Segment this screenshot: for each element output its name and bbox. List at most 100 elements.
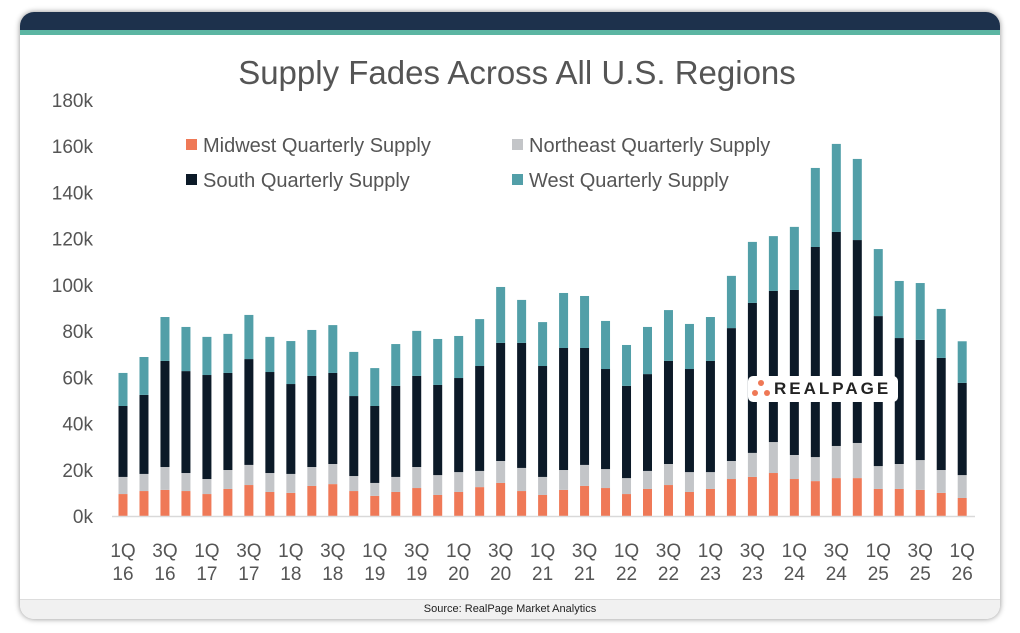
- bar-segment-northeast: [810, 457, 820, 482]
- bar-segment-west: [894, 280, 904, 339]
- bar-segment-northeast: [454, 472, 464, 492]
- bar-segment-northeast: [936, 470, 946, 493]
- bar-segment-south: [307, 375, 317, 468]
- x-tick-quarter: 3Q: [488, 541, 513, 562]
- bar-segment-west: [705, 317, 715, 361]
- x-tick-year: 16: [154, 564, 175, 585]
- bar-segment-west: [622, 344, 632, 386]
- chart-title: Supply Fades Across All U.S. Regions: [238, 54, 796, 91]
- x-tick-quarter: 3Q: [908, 541, 933, 562]
- x-tick-quarter: 3Q: [824, 541, 849, 562]
- bar-segment-west: [286, 341, 296, 385]
- bar-segment-midwest: [328, 484, 338, 516]
- bar-segment-west: [139, 356, 149, 395]
- bar-segment-northeast: [475, 470, 485, 488]
- bar-segment-south: [475, 366, 485, 471]
- x-tick-year: 23: [700, 564, 721, 585]
- bar-segment-west: [643, 326, 652, 375]
- logo-text: REALPAGE: [774, 379, 892, 398]
- bar-segment-south: [349, 396, 359, 477]
- bar-segment-midwest: [559, 489, 569, 516]
- bar-segment-midwest: [265, 491, 275, 516]
- bar-segment-south: [622, 385, 632, 479]
- bar-segment-northeast: [915, 460, 925, 490]
- bar-segment-midwest: [370, 495, 380, 516]
- bar-segment-northeast: [160, 467, 170, 490]
- bar-segment-south: [831, 231, 841, 446]
- bar-segment-midwest: [286, 492, 296, 516]
- legend-swatch: [512, 139, 523, 150]
- bar-segment-northeast: [768, 442, 778, 474]
- bar-segment-northeast: [349, 476, 359, 492]
- x-tick-quarter: 1Q: [698, 541, 723, 562]
- bar-segment-midwest: [957, 497, 967, 516]
- bar-segment-midwest: [831, 478, 841, 516]
- bar-segment-midwest: [663, 485, 673, 516]
- bar-segment-midwest: [118, 494, 128, 516]
- bar-segment-northeast: [684, 472, 694, 492]
- bar-segment-northeast: [202, 479, 212, 495]
- y-tick-label: 0k: [73, 507, 94, 528]
- x-tick-quarter: 1Q: [782, 541, 807, 562]
- bar-segment-midwest: [139, 491, 149, 516]
- bar-segment-northeast: [789, 454, 799, 480]
- bar-segment-south: [538, 366, 548, 477]
- bar-segment-northeast: [663, 464, 673, 486]
- bar-segment-south: [118, 405, 128, 477]
- bar-segment-midwest: [601, 488, 611, 516]
- bars: [112, 143, 975, 518]
- bar-segment-northeast: [265, 473, 275, 492]
- y-tick-label: 120k: [52, 230, 94, 251]
- bar-segment-northeast: [957, 475, 967, 498]
- bar-segment-midwest: [433, 494, 443, 516]
- bar-segment-midwest: [705, 488, 715, 516]
- bar-segment-northeast: [223, 470, 233, 489]
- bar-segment-south: [370, 405, 380, 483]
- bar-segment-south: [936, 357, 946, 471]
- bar-segment-west: [307, 329, 317, 376]
- bar-segment-south: [454, 378, 464, 473]
- y-tick-label: 60k: [62, 368, 93, 389]
- bar-segment-west: [412, 330, 422, 376]
- bar-segment-northeast: [747, 452, 757, 477]
- x-axis: 1Q163Q161Q173Q171Q183Q181Q193Q191Q203Q20…: [110, 541, 975, 585]
- bar-segment-west: [747, 241, 757, 303]
- x-tick-quarter: 1Q: [194, 541, 219, 562]
- logo-dots-icon: [748, 376, 774, 402]
- bar-segment-northeast: [601, 469, 611, 489]
- bar-segment-west: [852, 158, 862, 241]
- bar-segment-west: [475, 319, 485, 367]
- bar-segment-midwest: [181, 491, 191, 516]
- x-tick-quarter: 3Q: [656, 541, 681, 562]
- x-tick-quarter: 3Q: [740, 541, 765, 562]
- bar-segment-south: [391, 385, 401, 477]
- x-tick-quarter: 1Q: [278, 541, 303, 562]
- bar-segment-south: [328, 372, 338, 464]
- bar-segment-northeast: [559, 470, 569, 490]
- bar-segment-northeast: [181, 473, 191, 492]
- header-bar: [20, 12, 1000, 30]
- bar-segment-west: [810, 167, 820, 247]
- bar-segment-south: [580, 347, 590, 465]
- bar-segment-northeast: [286, 473, 296, 493]
- bar-segment-west: [684, 323, 694, 370]
- bar-segment-south: [663, 360, 673, 464]
- bar-segment-west: [265, 336, 275, 373]
- y-tick-label: 160k: [52, 137, 94, 158]
- x-tick-year: 22: [658, 564, 679, 585]
- bar-segment-northeast: [412, 467, 422, 489]
- bar-segment-west: [873, 249, 883, 317]
- x-tick-year: 26: [952, 564, 973, 585]
- bar-segment-west: [663, 310, 673, 361]
- bar-segment-west: [517, 299, 527, 343]
- x-tick-quarter: 1Q: [950, 541, 975, 562]
- source-note: Source: RealPage Market Analytics: [423, 603, 597, 615]
- bar-segment-midwest: [747, 476, 757, 516]
- bar-segment-midwest: [684, 491, 694, 516]
- bar-segment-south: [286, 384, 296, 474]
- x-tick-year: 24: [784, 564, 806, 585]
- y-tick-label: 100k: [52, 276, 94, 297]
- bar-segment-northeast: [873, 466, 883, 489]
- bar-segment-south: [496, 342, 506, 461]
- bar-segment-midwest: [223, 488, 233, 516]
